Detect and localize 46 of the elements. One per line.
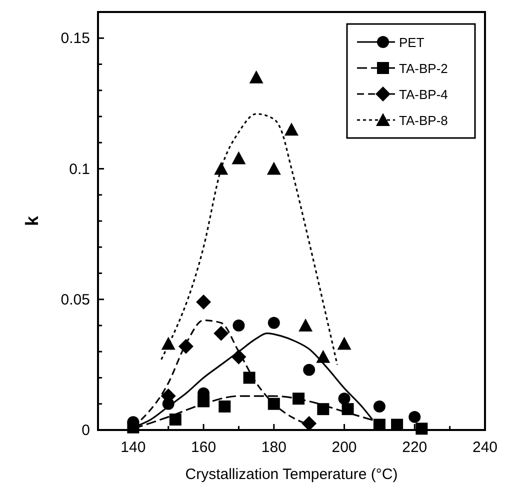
point bbox=[342, 403, 354, 416]
legend-label: TA-BP-4 bbox=[399, 87, 448, 102]
point bbox=[338, 392, 350, 405]
y-tick-label: 0 bbox=[82, 422, 90, 439]
point bbox=[292, 392, 305, 405]
point bbox=[337, 336, 352, 350]
x-tick-label: 160 bbox=[191, 439, 216, 456]
point bbox=[416, 422, 428, 435]
x-tick-label: 240 bbox=[472, 439, 498, 456]
legend-label: TA-BP-2 bbox=[399, 61, 448, 76]
point bbox=[373, 400, 386, 412]
x-tick-label: 200 bbox=[332, 439, 357, 456]
point bbox=[169, 414, 182, 426]
y-tick-label: 0.15 bbox=[60, 30, 90, 48]
point bbox=[232, 151, 246, 164]
y-tick-label: 0.1 bbox=[69, 160, 90, 178]
y-axis-title: k bbox=[22, 215, 42, 226]
x-tick-label: 140 bbox=[120, 439, 146, 456]
point bbox=[284, 122, 298, 136]
x-axis-title: Crystallization Temperature (°C) bbox=[185, 466, 398, 483]
point bbox=[302, 416, 317, 431]
x-tick-label: 220 bbox=[402, 439, 428, 456]
point bbox=[161, 336, 176, 350]
line-series bbox=[160, 113, 338, 366]
point bbox=[231, 349, 246, 364]
point bbox=[214, 326, 229, 341]
point bbox=[162, 398, 174, 410]
legend-label: PET bbox=[399, 35, 424, 50]
point bbox=[266, 162, 281, 175]
point bbox=[232, 320, 245, 332]
point bbox=[196, 294, 212, 310]
point bbox=[298, 318, 313, 332]
point bbox=[243, 372, 256, 384]
x-tick-label: 180 bbox=[261, 439, 286, 456]
point bbox=[218, 400, 231, 412]
point bbox=[268, 398, 280, 410]
point bbox=[317, 403, 330, 416]
point bbox=[316, 350, 330, 363]
y-tick-label: 0.05 bbox=[60, 291, 90, 308]
point bbox=[268, 316, 280, 329]
legend-label: TA-BP-8 bbox=[399, 113, 448, 128]
point bbox=[408, 410, 421, 423]
point bbox=[214, 162, 228, 175]
point bbox=[178, 338, 194, 354]
point bbox=[303, 364, 316, 376]
point bbox=[249, 70, 264, 84]
